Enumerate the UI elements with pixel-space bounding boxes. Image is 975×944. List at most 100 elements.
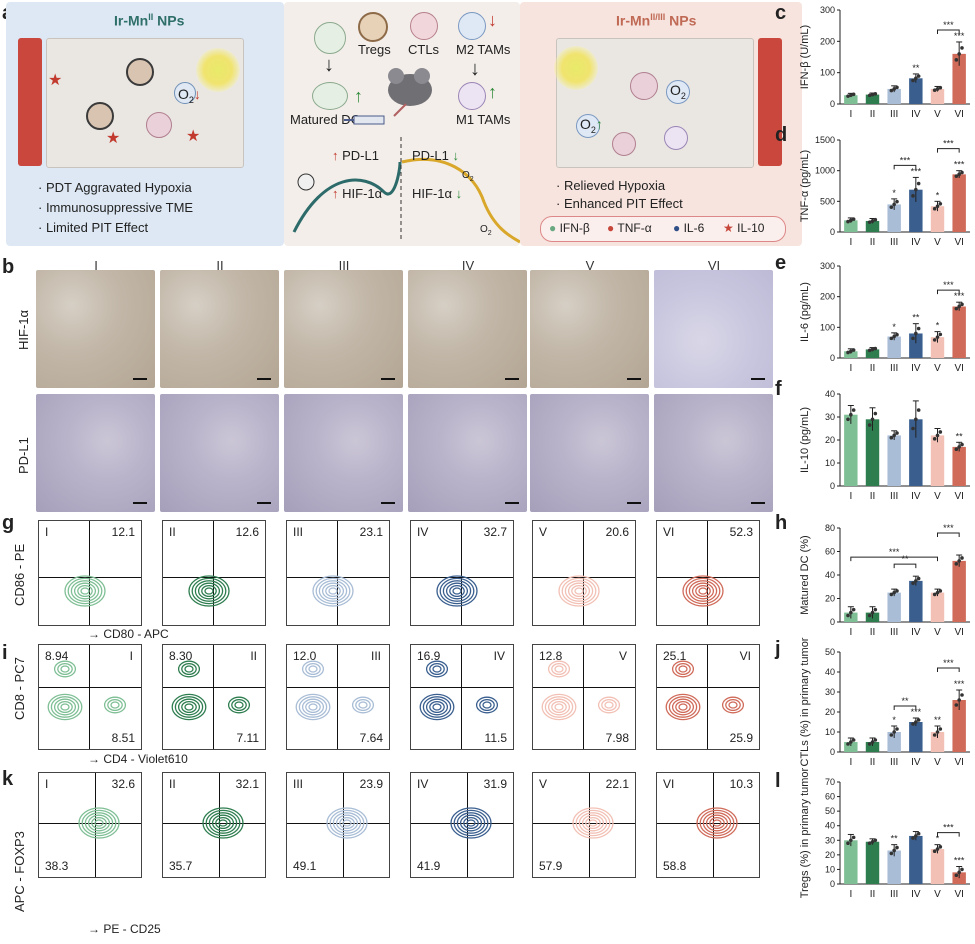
flow-i-upper-left: 8.30 (169, 649, 193, 663)
contour-ring (554, 665, 564, 673)
contour-ring (688, 580, 718, 602)
data-point (938, 332, 943, 337)
contour-ring (329, 809, 365, 837)
data-point (954, 58, 959, 62)
treg-contour (326, 807, 368, 839)
data-point (911, 581, 915, 586)
dc-contour (64, 575, 106, 607)
contour-ring (459, 814, 483, 832)
y-tick-label: 80 (825, 523, 835, 533)
contour-ring (466, 819, 476, 827)
cd8-contour (547, 660, 571, 678)
dc-contour (436, 575, 478, 607)
right-title-tail: NPs (665, 12, 697, 29)
flow-k-upper-right: 22.1 (605, 777, 629, 791)
data-point (911, 426, 915, 431)
data-point (938, 201, 943, 206)
data-point (892, 433, 896, 438)
data-point (935, 433, 940, 438)
contour-ring (231, 698, 247, 712)
data-point (960, 442, 964, 447)
x-tick-label: III (890, 757, 898, 768)
flow-g-group-label: II (169, 525, 176, 539)
hif-1a-stain-image (654, 270, 773, 388)
contour-ring (64, 575, 106, 607)
contour-ring (339, 816, 355, 830)
flow-k-upper-right: 32.6 (111, 777, 135, 791)
significance-star: * (936, 190, 940, 200)
histology-column-label: I (94, 258, 98, 273)
bar (844, 95, 858, 104)
data-point (867, 742, 872, 746)
quadrant-line (163, 577, 265, 578)
contour-ring (575, 809, 611, 837)
ctls-label: CTLs (408, 42, 440, 57)
legend-il10: ★ IL-10 (723, 221, 765, 235)
ctl-cell-icon (410, 12, 438, 40)
contour-ring (561, 577, 597, 605)
x-tick-label: II (870, 237, 876, 248)
contour-ring (308, 703, 318, 711)
data-point (846, 219, 850, 224)
contour-ring (571, 584, 587, 598)
contour-ring (103, 696, 127, 714)
x-tick-label: III (890, 627, 898, 638)
bar (930, 435, 945, 486)
bar (844, 742, 858, 752)
data-point (846, 417, 850, 422)
contour-ring (482, 701, 492, 709)
panel-label-g: g (2, 512, 15, 534)
contour-ring (702, 812, 732, 834)
data-point (914, 834, 918, 838)
data-point (957, 698, 961, 702)
y-tick-label: 40 (825, 667, 835, 677)
flow-i-xlabel: → CD4 - Violet610 (88, 752, 188, 766)
data-point (935, 730, 940, 734)
pdl1-left: ↑ PD-L1 (332, 148, 379, 163)
tregs-label: Tregs (358, 42, 391, 57)
quadrant-line (39, 823, 141, 824)
data-point (849, 218, 853, 223)
contour-ring (429, 662, 445, 676)
data-point (895, 727, 899, 731)
flow-i-group-label: IV (493, 649, 505, 663)
hif-1a-stain-image (36, 270, 155, 388)
hif-left: ↑ HIF-1α (332, 186, 383, 201)
data-point (916, 408, 921, 412)
contour-ring (425, 698, 449, 716)
bar (844, 351, 858, 358)
dc-contour (188, 575, 230, 607)
significance-bracket (850, 556, 938, 562)
data-point (935, 590, 940, 595)
flow-k-upper-right: 10.3 (729, 777, 753, 791)
x-tick-label: II (870, 363, 876, 374)
y-tick-label: 50 (825, 647, 835, 657)
flow-k-upper-right: 31.9 (483, 777, 507, 791)
bar (909, 419, 923, 486)
bar (865, 220, 880, 232)
left-title: Ir-MnII NPs (114, 12, 184, 29)
pd-l1-stain-image (530, 394, 649, 512)
left-o2-sub: 2 (188, 94, 194, 105)
quadrant-line (213, 521, 214, 625)
contour-ring (174, 696, 204, 718)
bar (952, 446, 966, 486)
data-point (938, 85, 943, 90)
treg-cell-icon (358, 12, 388, 42)
flow-plot-g: IV 32.7 (410, 520, 514, 626)
flow-k-group-label: III (293, 777, 304, 791)
bar (930, 206, 945, 232)
contour-ring (80, 587, 90, 595)
bracket-label: *** (943, 280, 954, 290)
quadrant-line (337, 645, 338, 749)
contour-ring (721, 696, 745, 714)
contour-ring (436, 575, 478, 607)
contour-ring (47, 693, 83, 721)
flow-g-value: 12.1 (111, 525, 135, 539)
quadrant-line (337, 521, 338, 625)
contour-ring (184, 703, 194, 711)
flow-k-upper-right: 23.9 (359, 777, 383, 791)
significance-star: *** (954, 679, 965, 689)
contour-ring (544, 696, 574, 718)
